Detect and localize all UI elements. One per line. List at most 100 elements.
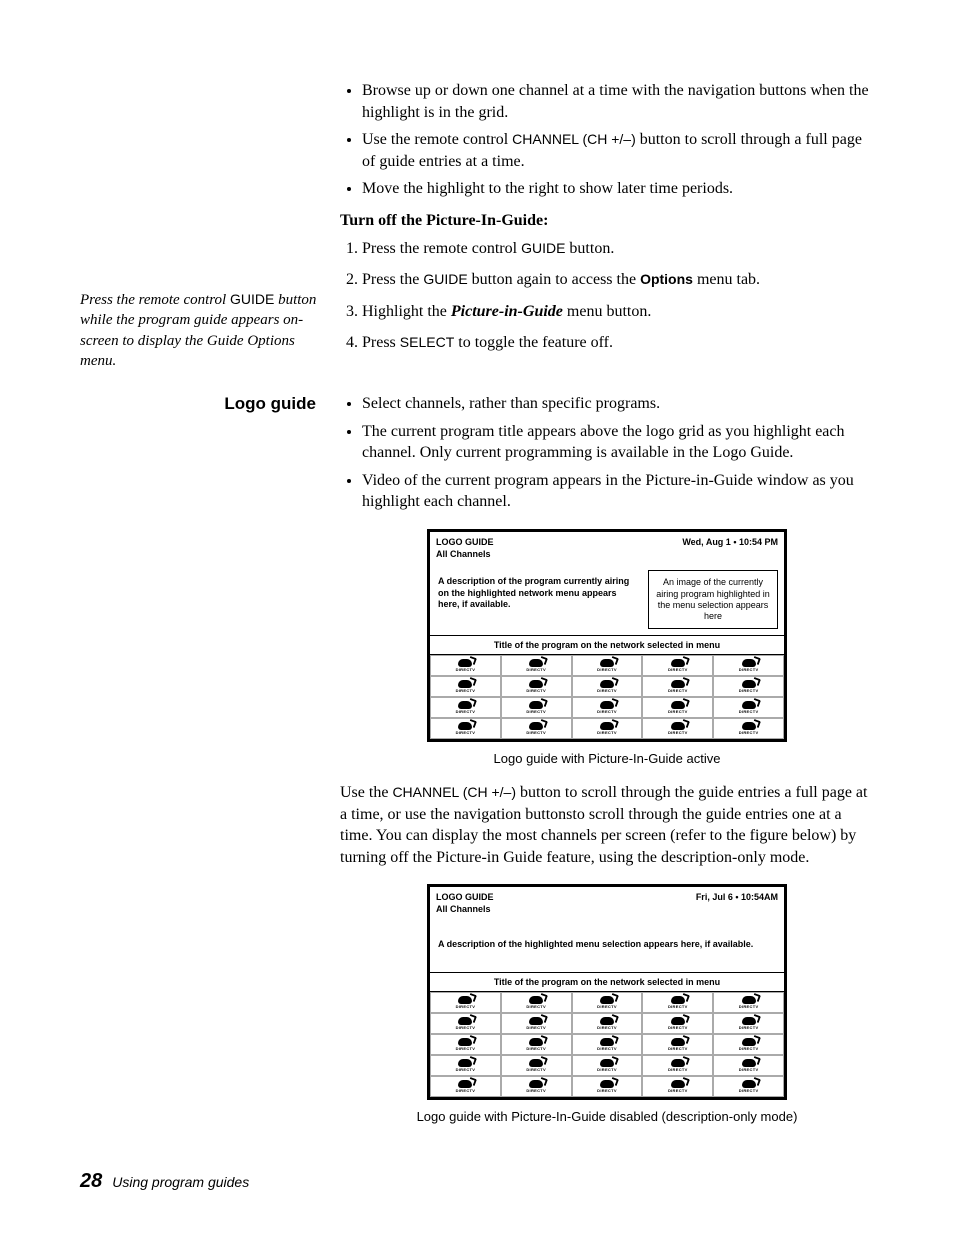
logo-cell: DIRECTV: [430, 697, 501, 718]
directv-logo-icon: DIRECTV: [739, 1017, 759, 1030]
logo-cell: DIRECTV: [572, 718, 643, 739]
steps-list: Press the remote control GUIDE button. P…: [340, 238, 874, 354]
directv-logo-icon: DIRECTV: [739, 722, 759, 735]
logo-cell: DIRECTV: [572, 697, 643, 718]
directv-logo-icon: DIRECTV: [668, 722, 688, 735]
logo-cell: DIRECTV: [572, 676, 643, 697]
tv1-logo-grid: DIRECTVDIRECTVDIRECTVDIRECTVDIRECTVDIREC…: [430, 655, 784, 739]
logo-cell: DIRECTV: [430, 992, 501, 1013]
logo-cell: DIRECTV: [430, 1055, 501, 1076]
logo-cell: DIRECTV: [642, 697, 713, 718]
directv-logo-icon: DIRECTV: [456, 1017, 476, 1030]
directv-logo-icon: DIRECTV: [526, 680, 546, 693]
logo-cell: DIRECTV: [501, 1076, 572, 1097]
logo-cell: DIRECTV: [430, 1013, 501, 1034]
directv-logo-icon: DIRECTV: [597, 722, 617, 735]
logo-cell: DIRECTV: [713, 992, 784, 1013]
figure-1-caption: Logo guide with Picture-In-Guide active: [494, 750, 721, 768]
directv-logo-icon: DIRECTV: [597, 1038, 617, 1051]
directv-logo-icon: DIRECTV: [668, 701, 688, 714]
footer-text: Using program guides: [112, 1174, 249, 1190]
tv1-pip: An image of the currently airing program…: [648, 570, 778, 629]
select-button-label: SELECT: [400, 334, 454, 350]
logo-cell: DIRECTV: [572, 992, 643, 1013]
logo-cell: DIRECTV: [430, 1034, 501, 1055]
channel-button-label: CHANNEL (CH +/–): [392, 784, 516, 800]
step: Press the GUIDE button again to access t…: [362, 269, 874, 291]
page-number: 28: [80, 1170, 102, 1192]
logo-cell: DIRECTV: [713, 718, 784, 739]
logo-cell: DIRECTV: [501, 697, 572, 718]
guide-button-label: GUIDE: [423, 271, 467, 287]
directv-logo-icon: DIRECTV: [456, 680, 476, 693]
logo-cell: DIRECTV: [713, 655, 784, 676]
directv-logo-icon: DIRECTV: [597, 1059, 617, 1072]
directv-logo-icon: DIRECTV: [526, 1059, 546, 1072]
directv-logo-icon: DIRECTV: [526, 1080, 546, 1093]
directv-logo-icon: DIRECTV: [739, 701, 759, 714]
logo-cell: DIRECTV: [572, 1055, 643, 1076]
logo-cell: DIRECTV: [430, 655, 501, 676]
directv-logo-icon: DIRECTV: [597, 1080, 617, 1093]
logo-cell: DIRECTV: [501, 718, 572, 739]
logo-bullet: The current program title appears above …: [362, 421, 874, 464]
directv-logo-icon: DIRECTV: [456, 1059, 476, 1072]
logo-cell: DIRECTV: [572, 1013, 643, 1034]
tv1-desc-row: A description of the program currently a…: [430, 564, 784, 635]
logo-guide-heading: Logo guide: [80, 393, 320, 1129]
logo-cell: DIRECTV: [713, 1034, 784, 1055]
logo-cell: DIRECTV: [713, 676, 784, 697]
channel-button-label: CHANNEL (CH +/–): [512, 131, 636, 147]
mid-para: Use the CHANNEL (CH +/–) button to scrol…: [340, 782, 874, 868]
directv-logo-icon: DIRECTV: [739, 1059, 759, 1072]
tv1-desc: A description of the program currently a…: [436, 570, 642, 629]
tv2-datetime: Fri, Jul 6 • 10:54AM: [696, 891, 778, 903]
step: Highlight the Picture-in-Guide menu butt…: [362, 301, 874, 323]
top-bullet: Move the highlight to the right to show …: [362, 178, 874, 200]
logo-cell: DIRECTV: [572, 655, 643, 676]
directv-logo-icon: DIRECTV: [739, 996, 759, 1009]
figure-2-caption: Logo guide with Picture-In-Guide disable…: [417, 1108, 798, 1126]
directv-logo-icon: DIRECTV: [668, 1038, 688, 1051]
directv-logo-icon: DIRECTV: [526, 701, 546, 714]
directv-logo-icon: DIRECTV: [456, 659, 476, 672]
sidebar-pre: Press the remote control: [80, 292, 230, 308]
logo-guide-bullets: Select channels, rather than specific pr…: [340, 393, 874, 513]
directv-logo-icon: DIRECTV: [739, 1038, 759, 1051]
tv2-logo-grid: DIRECTVDIRECTVDIRECTVDIRECTVDIRECTVDIREC…: [430, 992, 784, 1097]
tv2-bar: Title of the program on the network sele…: [430, 972, 784, 992]
logo-cell: DIRECTV: [501, 655, 572, 676]
figure-2: LOGO GUIDE Fri, Jul 6 • 10:54AM All Chan…: [340, 884, 874, 1125]
tv-frame-2: LOGO GUIDE Fri, Jul 6 • 10:54AM All Chan…: [427, 884, 787, 1100]
page: Press the remote control GUIDE button wh…: [0, 0, 954, 1235]
logo-cell: DIRECTV: [501, 1034, 572, 1055]
directv-logo-icon: DIRECTV: [456, 701, 476, 714]
directv-logo-icon: DIRECTV: [668, 680, 688, 693]
page-footer: 28 Using program guides: [80, 1168, 249, 1195]
directv-logo-icon: DIRECTV: [456, 1080, 476, 1093]
logo-cell: DIRECTV: [713, 1013, 784, 1034]
step: Press SELECT to toggle the feature off.: [362, 332, 874, 354]
directv-logo-icon: DIRECTV: [597, 996, 617, 1009]
logo-cell: DIRECTV: [713, 697, 784, 718]
logo-cell: DIRECTV: [430, 1076, 501, 1097]
tv1-bar: Title of the program on the network sele…: [430, 635, 784, 655]
options-label: Options: [640, 271, 693, 287]
tv2-desc: A description of the highlighted menu se…: [430, 920, 784, 972]
directv-logo-icon: DIRECTV: [526, 1038, 546, 1051]
directv-logo-icon: DIRECTV: [597, 659, 617, 672]
top-bullet: Use the remote control CHANNEL (CH +/–) …: [362, 129, 874, 172]
logo-cell: DIRECTV: [642, 1076, 713, 1097]
logo-cell: DIRECTV: [642, 718, 713, 739]
directv-logo-icon: DIRECTV: [456, 996, 476, 1009]
logo-cell: DIRECTV: [642, 655, 713, 676]
directv-logo-icon: DIRECTV: [526, 1017, 546, 1030]
logo-cell: DIRECTV: [642, 1055, 713, 1076]
logo-cell: DIRECTV: [713, 1076, 784, 1097]
directv-logo-icon: DIRECTV: [739, 659, 759, 672]
turn-off-subhead: Turn off the Picture-In-Guide:: [340, 210, 874, 232]
picture-in-guide-label: Picture-in-Guide: [451, 303, 563, 320]
tv1-title: LOGO GUIDE: [436, 536, 494, 548]
directv-logo-icon: DIRECTV: [597, 1017, 617, 1030]
logo-cell: DIRECTV: [713, 1055, 784, 1076]
